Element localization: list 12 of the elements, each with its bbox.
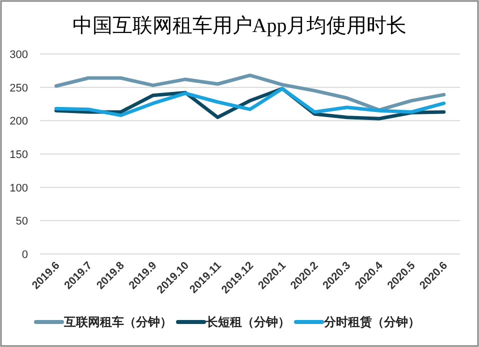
y-tick-label: 250 <box>10 82 28 94</box>
y-tick-label: 200 <box>10 116 28 128</box>
y-tick-label: 50 <box>16 216 28 228</box>
legend-label: 长短租（分钟） <box>205 315 290 329</box>
y-tick-label: 100 <box>10 182 28 194</box>
legend-label: 互联网租车（分钟） <box>63 315 172 329</box>
chart-title: 中国互联网租车用户App月均使用时长 <box>72 15 407 37</box>
legend-label: 分时租赁（分钟） <box>323 315 420 329</box>
y-tick-label: 0 <box>22 249 28 261</box>
y-tick-label: 300 <box>10 49 28 61</box>
y-tick-label: 150 <box>10 149 28 161</box>
line-series <box>54 74 446 112</box>
